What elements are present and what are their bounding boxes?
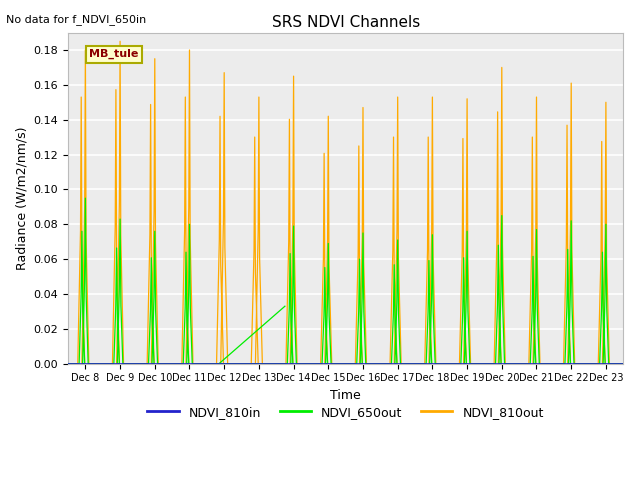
Legend: NDVI_810in, NDVI_650out, NDVI_810out: NDVI_810in, NDVI_650out, NDVI_810out (143, 401, 549, 424)
X-axis label: Time: Time (330, 389, 361, 402)
Y-axis label: Radiance (W/m2/nm/s): Radiance (W/m2/nm/s) (15, 126, 28, 270)
Text: No data for f_NDVI_650in: No data for f_NDVI_650in (6, 14, 147, 25)
Title: SRS NDVI Channels: SRS NDVI Channels (271, 15, 420, 30)
Text: MB_tule: MB_tule (89, 49, 138, 59)
